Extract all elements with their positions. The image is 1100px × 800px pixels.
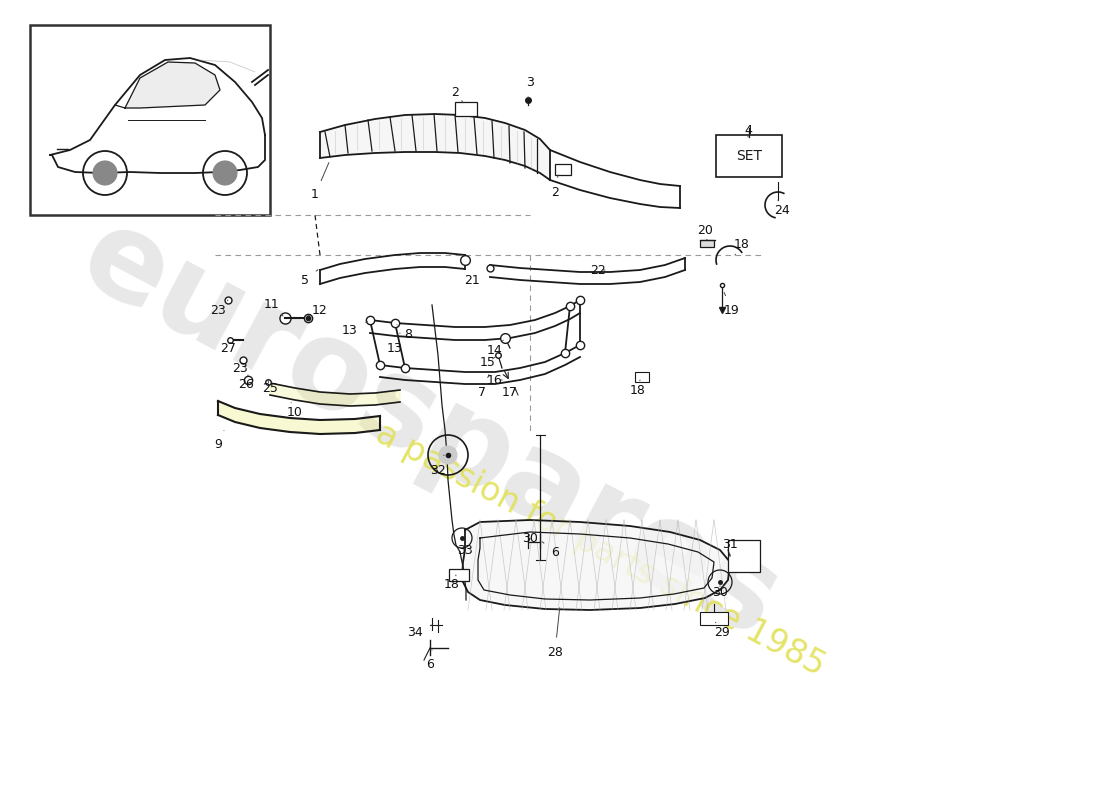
Text: 17: 17 [502, 386, 518, 398]
Text: 30: 30 [712, 586, 728, 598]
Polygon shape [125, 62, 220, 108]
FancyBboxPatch shape [449, 569, 469, 581]
Text: 34: 34 [407, 625, 432, 638]
Text: a passion for parts since 1985: a passion for parts since 1985 [370, 417, 830, 683]
Text: 3: 3 [526, 75, 534, 98]
Text: 23: 23 [210, 300, 228, 317]
Text: 16: 16 [487, 374, 503, 386]
Text: 2: 2 [551, 175, 559, 198]
Text: 31: 31 [722, 538, 738, 556]
Circle shape [94, 161, 117, 185]
Text: 1: 1 [311, 162, 329, 202]
Text: 32: 32 [430, 455, 446, 477]
Text: 26: 26 [238, 375, 254, 391]
Bar [556, 164, 571, 175]
Circle shape [439, 446, 456, 464]
Text: 18: 18 [630, 380, 646, 397]
Text: 5: 5 [301, 270, 318, 286]
Text: 28: 28 [547, 608, 563, 658]
Bar [700, 612, 728, 625]
Text: 29: 29 [714, 622, 730, 638]
Polygon shape [218, 401, 380, 434]
Text: 27: 27 [220, 342, 235, 354]
Text: 15: 15 [480, 355, 496, 369]
Text: 4: 4 [744, 123, 752, 137]
Text: 20: 20 [697, 223, 713, 240]
Text: SET: SET [736, 149, 762, 163]
Text: 11: 11 [264, 298, 283, 316]
Circle shape [213, 161, 236, 185]
FancyBboxPatch shape [728, 540, 760, 572]
Bar [635, 372, 649, 382]
Text: 2: 2 [451, 86, 463, 102]
Text: 9: 9 [214, 430, 224, 451]
FancyBboxPatch shape [716, 135, 782, 177]
Polygon shape [462, 520, 730, 610]
Bar [30, 25, 270, 215]
Text: 14: 14 [487, 340, 503, 357]
Text: 7: 7 [478, 374, 490, 398]
Text: 10: 10 [287, 402, 303, 418]
Text: 8: 8 [397, 325, 412, 342]
Text: 19: 19 [724, 293, 740, 317]
Text: 25: 25 [262, 380, 278, 394]
Text: 18: 18 [444, 575, 460, 591]
Text: 22: 22 [590, 263, 606, 277]
Text: 30: 30 [522, 531, 538, 545]
Bar [700, 240, 714, 247]
Text: 13: 13 [342, 322, 367, 337]
Polygon shape [270, 383, 400, 406]
Text: 6: 6 [542, 542, 559, 558]
Text: 13: 13 [387, 333, 403, 354]
Text: 24: 24 [774, 200, 790, 217]
Text: 12: 12 [308, 303, 328, 317]
Polygon shape [320, 114, 550, 180]
Text: 33: 33 [458, 541, 473, 557]
Text: 18: 18 [734, 238, 750, 255]
Text: 21: 21 [464, 265, 480, 286]
Bar [455, 102, 477, 116]
Text: 23: 23 [232, 362, 248, 374]
Text: eurospares: eurospares [62, 197, 799, 663]
Text: 6: 6 [426, 650, 433, 671]
